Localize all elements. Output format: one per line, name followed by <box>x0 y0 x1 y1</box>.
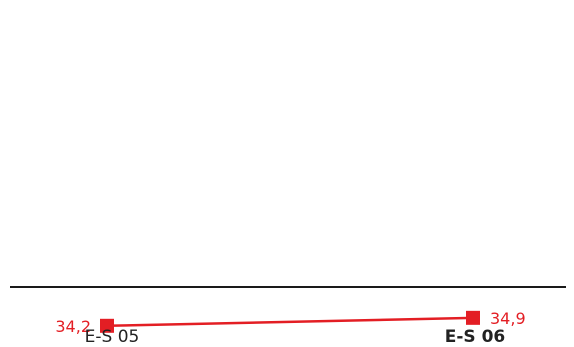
x-tick-label: E-S 06 <box>445 327 506 347</box>
series-layer <box>100 310 480 333</box>
data-point-marker <box>466 310 480 325</box>
data-labels: 34,2 34,9 <box>55 309 525 336</box>
data-point-marker <box>100 318 114 333</box>
x-tick-labels: E-S 05 E-S 06 <box>85 327 506 347</box>
x-tick-label: E-S 05 <box>85 327 140 347</box>
series-line <box>106 316 474 328</box>
data-label: 34,2 <box>55 317 91 336</box>
data-label: 34,9 <box>490 309 526 328</box>
